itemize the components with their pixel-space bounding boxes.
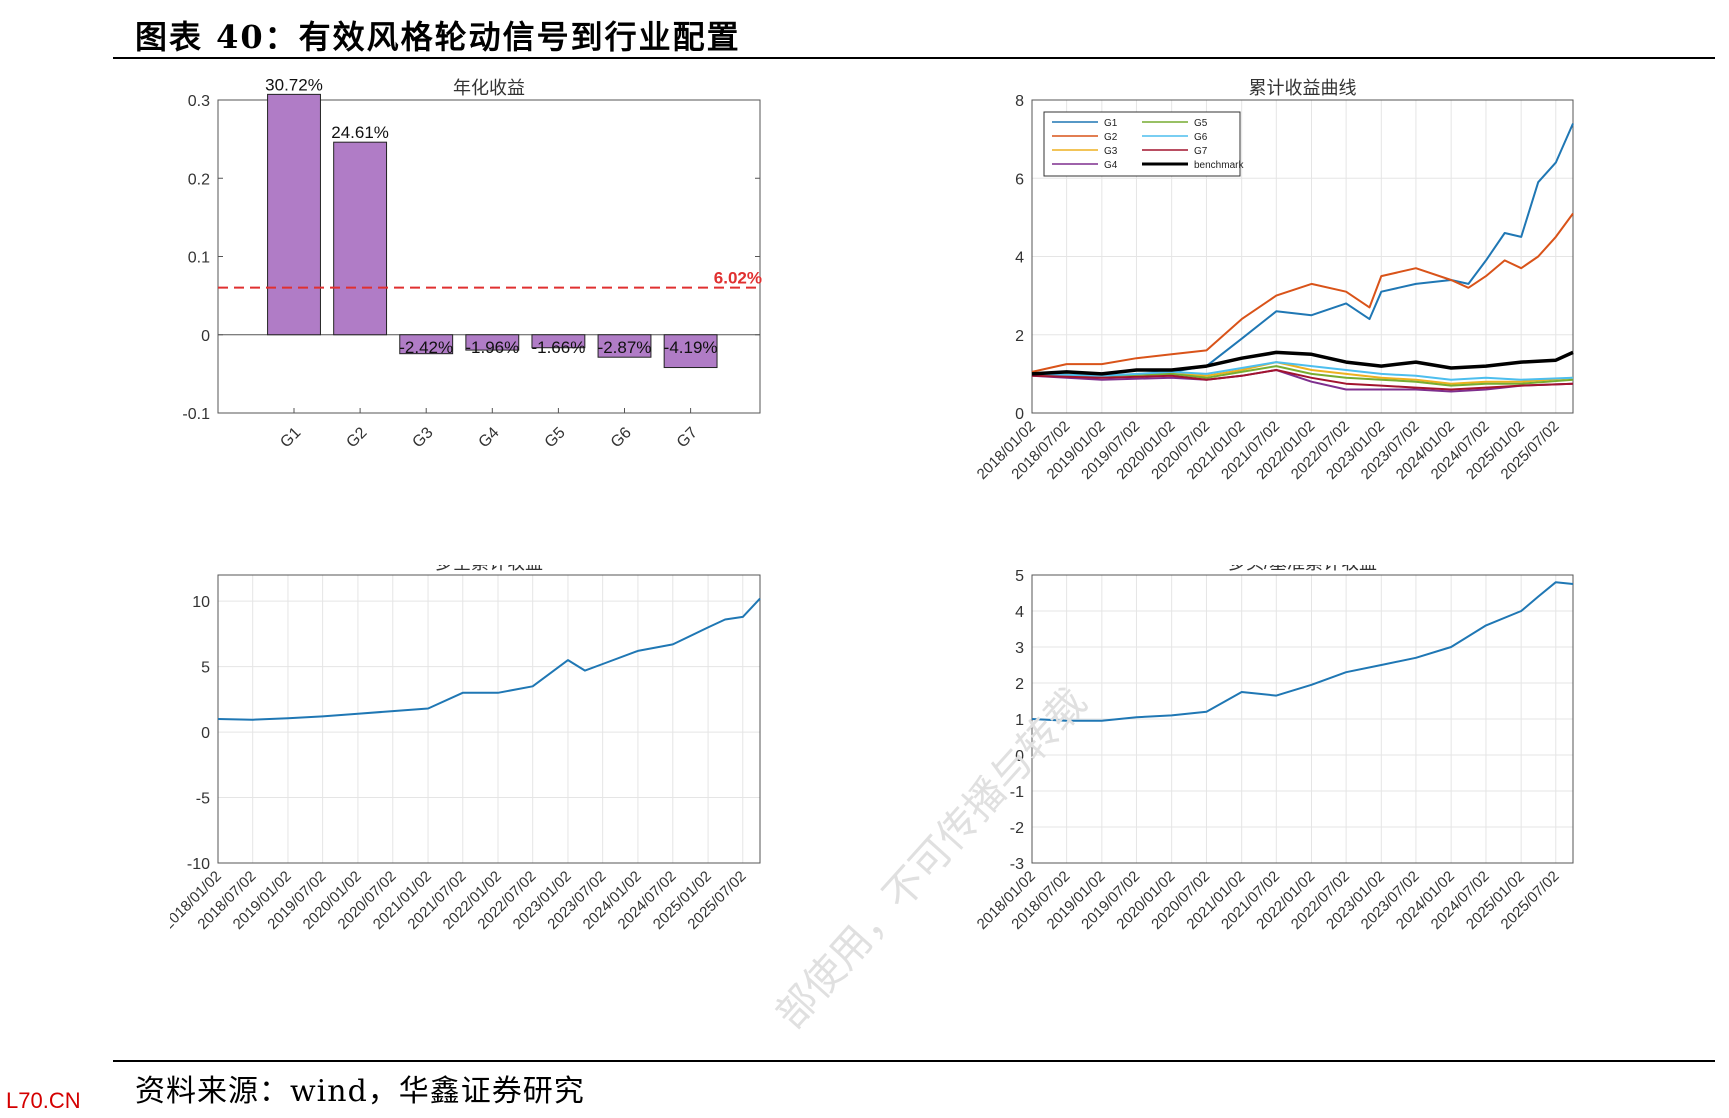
bar-data-label: -1.96% xyxy=(465,338,519,357)
y-tick-label: 10 xyxy=(192,594,210,611)
x-tick-label: G5 xyxy=(542,424,569,451)
y-tick-label: 0 xyxy=(201,328,210,345)
bar-G2 xyxy=(333,141,388,336)
y-tick-label: 4 xyxy=(1015,604,1024,621)
y-tick-label: 5 xyxy=(1015,568,1024,585)
legend-label: G5 xyxy=(1194,118,1208,129)
x-tick-label: G2 xyxy=(343,424,370,451)
series-line-main xyxy=(1031,581,1574,722)
cumulative-return-line-chart: 累计收益曲线2018/01/022018/07/022019/01/022019… xyxy=(975,78,1574,483)
source-note: 资料来源：wind，华鑫证券研究 xyxy=(135,1074,585,1109)
y-tick-label: 1 xyxy=(1015,712,1024,729)
y-tick-label: 0.1 xyxy=(188,250,210,267)
chart-title: 年化收益 xyxy=(453,78,525,98)
bar-G3 xyxy=(399,334,454,355)
bar-data-label: -2.42% xyxy=(399,338,453,357)
annualized-return-bar-chart: 年化收益 -0.1 0 0.1 0.2 0.3 30.72% G1 24.61% G2 -2.42%… xyxy=(182,78,762,451)
x-tick-label: G1 xyxy=(277,424,304,451)
legend-label: G3 xyxy=(1104,146,1118,157)
long-benchmark-cumulative-chart: 多头/基准累计收益2018/01/022018/07/022019/01/022… xyxy=(975,565,1574,933)
top-divider xyxy=(113,57,1715,59)
y-tick-label: 4 xyxy=(1015,250,1024,267)
y-tick-label: 2 xyxy=(1015,676,1024,693)
y-tick-label: -3 xyxy=(1010,856,1024,873)
chart-title: 累计收益曲线 xyxy=(1249,78,1357,98)
series-line-G5 xyxy=(1031,365,1574,387)
series-line-G6 xyxy=(1031,361,1574,381)
reference-line-label: 6.02% xyxy=(714,269,762,288)
series-line-G4 xyxy=(1031,369,1574,393)
y-tick-label: -5 xyxy=(196,791,210,808)
y-tick-label: -1 xyxy=(1010,784,1024,801)
bar-data-label: 24.61% xyxy=(331,123,389,142)
legend-label: benchmark xyxy=(1194,160,1244,171)
y-tick-label: 5 xyxy=(201,660,210,677)
bar-G6 xyxy=(597,334,652,358)
plot-frame xyxy=(1031,99,1574,414)
y-tick-label: 0.3 xyxy=(188,93,210,110)
x-tick-label: G6 xyxy=(608,424,635,451)
bar-G1 xyxy=(267,93,321,336)
y-tick-label: 0 xyxy=(1015,748,1024,765)
chart-title: 多头/基准累计收益 xyxy=(1228,565,1377,573)
x-tick-label: G4 xyxy=(476,424,503,451)
y-tick-label: 2 xyxy=(1015,328,1024,345)
x-tick-label: G7 xyxy=(674,424,701,451)
y-tick-label: 8 xyxy=(1015,93,1024,110)
series-line-G7 xyxy=(1031,369,1574,391)
y-tick-label: -10 xyxy=(187,856,210,873)
y-tick-label: 0 xyxy=(201,725,210,742)
plot-frame xyxy=(217,574,761,864)
legend-label: G7 xyxy=(1194,146,1208,157)
series-line-benchmark xyxy=(1031,350,1574,376)
series-line-G2 xyxy=(1031,212,1574,373)
y-tick-label: 0 xyxy=(1015,406,1024,423)
bar-data-label: -2.87% xyxy=(598,338,652,357)
legend-label: G6 xyxy=(1194,132,1208,143)
y-tick-label: -2 xyxy=(1010,820,1024,837)
corner-mark: L70.CN xyxy=(6,1088,81,1113)
bar-G5 xyxy=(531,334,586,349)
y-tick-label: 6 xyxy=(1015,171,1024,188)
y-tick-label: -0.1 xyxy=(182,406,210,423)
x-tick-label: G3 xyxy=(409,424,436,451)
y-tick-label: 3 xyxy=(1015,640,1024,657)
legend-label: G4 xyxy=(1104,160,1118,171)
bar-data-label: -1.66% xyxy=(531,338,585,357)
bar-G4 xyxy=(465,334,520,351)
legend-label: G2 xyxy=(1104,132,1118,143)
figure-title: 图表 40：有效风格轮动信号到行业配置 xyxy=(135,18,741,56)
chart-title: 多空累计收益 xyxy=(435,565,543,573)
bar-data-label: -4.19% xyxy=(664,338,718,357)
legend-label: G1 xyxy=(1104,118,1118,129)
long-short-cumulative-chart: 多空累计收益2018/01/022018/07/022019/01/022019… xyxy=(170,565,761,933)
bar-data-label: 30.72% xyxy=(265,78,323,94)
bar-G7 xyxy=(663,334,718,369)
series-line-main xyxy=(217,597,761,721)
bottom-divider xyxy=(113,1060,1715,1062)
y-tick-label: 0.2 xyxy=(188,171,210,188)
